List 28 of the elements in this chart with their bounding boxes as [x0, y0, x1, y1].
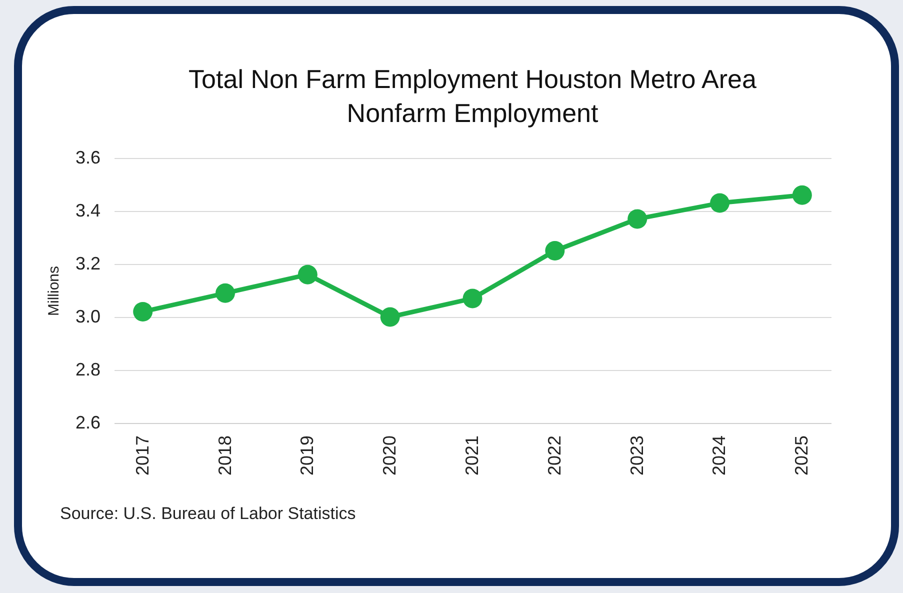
point — [792, 185, 812, 205]
x-tick-label: 2021 — [462, 436, 482, 476]
x-tick-label: 2023 — [626, 436, 647, 476]
x-tick-label: 2020 — [380, 436, 400, 476]
x-tick-label: 2019 — [297, 436, 318, 476]
y-axis-title: Millions — [45, 266, 62, 316]
y-tick-label: 3.2 — [75, 254, 100, 274]
x-tick-label: 2024 — [709, 436, 730, 476]
y-tick-label: 2.6 — [75, 412, 100, 432]
y-tick-label: 2.8 — [75, 360, 100, 380]
y-tick-label: 3.6 — [75, 148, 100, 168]
point — [216, 283, 236, 303]
point — [628, 209, 648, 229]
point — [710, 193, 730, 213]
source-note: Source: U.S. Bureau of Labor Statistics — [60, 504, 356, 524]
y-tick-label: 3.0 — [75, 306, 100, 326]
chart-title: Total Non Farm Employment Houston Metro Area — [188, 64, 757, 94]
point — [298, 264, 318, 284]
x-tick-label: 2017 — [132, 436, 152, 476]
point — [462, 288, 482, 308]
point — [380, 307, 400, 327]
x-tick-label: 2025 — [792, 436, 812, 476]
chart-subtitle: Nonfarm Employment — [346, 98, 599, 128]
x-tick-label: 2018 — [214, 436, 235, 476]
y-tick-label: 3.4 — [75, 200, 100, 220]
point — [133, 302, 153, 322]
point — [545, 241, 565, 260]
x-tick-label: 2022 — [544, 436, 564, 476]
